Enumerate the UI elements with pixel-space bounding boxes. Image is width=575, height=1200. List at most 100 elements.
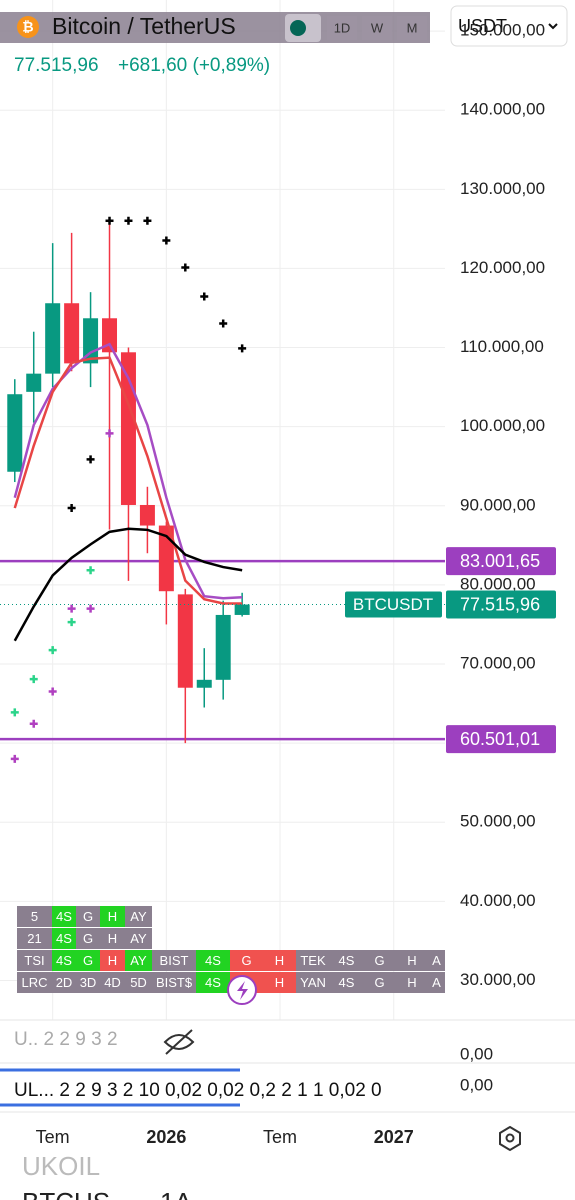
- table-cell-text: 5D: [130, 975, 147, 990]
- settings-icon[interactable]: [499, 1125, 521, 1152]
- table-cell: [52, 906, 76, 927]
- table-cell: [230, 950, 263, 971]
- table-cell-text: H: [275, 975, 284, 990]
- signal-marker: [219, 319, 228, 328]
- table-cell-text: BIST: [160, 953, 189, 968]
- currency-select[interactable]: [450, 5, 568, 47]
- table-cell: [17, 972, 52, 993]
- table-cell-text: H: [407, 975, 416, 990]
- candle-body: [158, 525, 174, 592]
- footer-symbol: UKOIL: [22, 1151, 100, 1181]
- plot: [0, 216, 445, 763]
- signal-marker: [105, 429, 114, 438]
- table-cell: [330, 972, 363, 993]
- table-cell-text: YAN: [300, 975, 326, 990]
- ma-line: [13, 342, 243, 600]
- table-cell-text: G: [83, 931, 93, 946]
- table-cell-text: G: [374, 953, 384, 968]
- table-cell: [196, 972, 230, 993]
- y-tick-label: 40.000,00: [460, 891, 536, 910]
- last-price-name-box: [345, 591, 442, 618]
- signal-marker: [29, 719, 38, 728]
- y-tick-label: 150.000,00: [460, 21, 545, 40]
- signal-marker: [200, 292, 209, 301]
- table-cell-text: AY: [130, 909, 147, 924]
- header-bar: [0, 12, 430, 43]
- level-label: 83.001,65: [460, 551, 540, 571]
- table-cell-text: H: [108, 953, 117, 968]
- table-cell-text: 4S: [205, 953, 221, 968]
- chevron: [548, 23, 558, 30]
- pane-label: U.. 2 2 9 3 2: [14, 1029, 118, 1050]
- table-cell: [125, 950, 152, 971]
- last-price-box: [446, 590, 556, 619]
- table-cell: [363, 950, 396, 971]
- table-cell: [296, 972, 330, 993]
- signal-marker: [48, 687, 57, 696]
- table-cell: [396, 972, 428, 993]
- candle-body: [26, 373, 42, 392]
- pane-label: UL... 2 2 9 3 2 10 0,02 0,02 0,2 2 1 1 0…: [14, 1080, 382, 1101]
- candle-body: [102, 318, 118, 353]
- table-cell-text: BIST$: [156, 975, 193, 990]
- table-cell-text: TSI: [24, 953, 44, 968]
- table-cell-text: G: [83, 909, 93, 924]
- table-cell-text: H: [108, 909, 117, 924]
- coin-icon: [17, 16, 39, 38]
- pane-scale: 0,00: [460, 1044, 493, 1063]
- interval-button[interactable]: [327, 16, 357, 40]
- table-cell-text: LRC: [21, 975, 47, 990]
- interval-button[interactable]: [397, 16, 427, 40]
- level-box: [446, 725, 556, 754]
- signal-marker: [238, 344, 247, 353]
- pane-scale: 0,00: [460, 1075, 493, 1094]
- candle-body: [7, 394, 23, 472]
- table-cell: [263, 950, 296, 971]
- interval-button[interactable]: [362, 16, 392, 40]
- currency: USDT: [458, 16, 507, 36]
- x-tick-label: 2027: [374, 1127, 414, 1147]
- table-cell-text: 4D: [104, 975, 121, 990]
- signal-marker: [86, 604, 95, 613]
- x-tick-label: 2026: [146, 1127, 186, 1147]
- table-cell: [396, 950, 428, 971]
- y-tick-label: 120.000,00: [460, 258, 545, 277]
- level-label: 60.501,01: [460, 729, 540, 749]
- settings-icon-center: [505, 1133, 515, 1143]
- footer-interval: 1A: [160, 1187, 192, 1200]
- table-cell: [100, 928, 125, 949]
- table-cell: [52, 972, 76, 993]
- candle-body: [120, 352, 136, 505]
- signal-marker: [86, 455, 95, 464]
- status-dot: [290, 20, 306, 36]
- table-cell: [152, 972, 196, 993]
- x-tick-label: Tem: [263, 1127, 297, 1147]
- table-cell-text: A: [432, 953, 441, 968]
- signal-marker: [67, 504, 76, 513]
- table-cell-text: H: [275, 953, 284, 968]
- symbol-title: Bitcoin / TetherUS: [52, 13, 236, 39]
- lightning-icon: [237, 981, 248, 1000]
- hide-icon[interactable]: [163, 1029, 195, 1055]
- signal-marker: [67, 604, 76, 613]
- table-cell: [17, 928, 52, 949]
- y-tick-label: 50.000,00: [460, 812, 536, 831]
- candle-body: [139, 504, 155, 526]
- table-cell: [76, 972, 100, 993]
- signal-marker: [10, 708, 19, 717]
- level-box: [446, 547, 556, 576]
- candle-body: [64, 303, 80, 364]
- ma-line: [13, 356, 243, 605]
- table-cell-text: AY: [130, 931, 147, 946]
- table-cell: [196, 950, 230, 971]
- table-cell-text: 4S: [56, 953, 72, 968]
- table-cell: [100, 950, 125, 971]
- table-cell: [363, 972, 396, 993]
- interval-label: W: [371, 20, 384, 35]
- price-change: +681,60 (+0,89%): [118, 55, 270, 76]
- signal-marker: [124, 216, 133, 225]
- last-price-name: BTCUSDT: [353, 595, 433, 614]
- table-cell-text: AY: [130, 953, 147, 968]
- footer-symbol: BTCUS: [22, 1187, 110, 1200]
